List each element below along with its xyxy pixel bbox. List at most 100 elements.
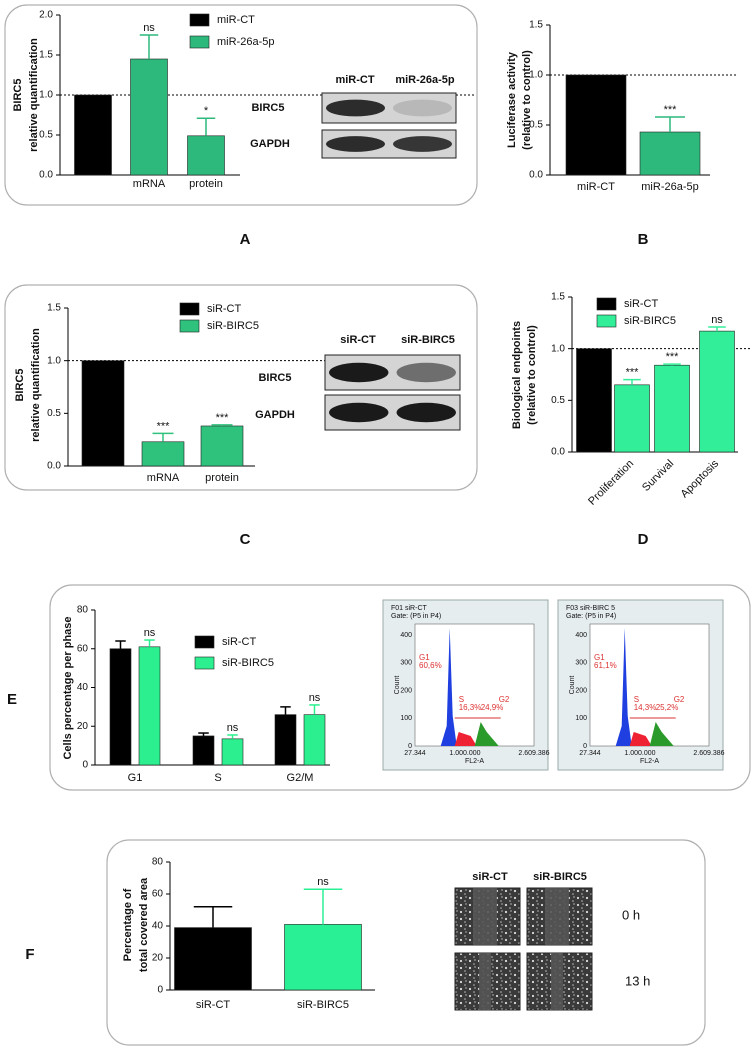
flow-gate-label: 61,1% — [594, 661, 617, 670]
flow-gate-label: 25,2% — [656, 703, 679, 712]
x-tick-label: S — [214, 772, 221, 784]
y-tick-label: 0.0 — [39, 170, 53, 181]
legend-label: siR-CT — [207, 303, 241, 315]
y-tick-label: 2.0 — [39, 10, 53, 21]
flow-x-tick: 1.000.000 — [449, 750, 480, 757]
image-row-label: 13 h — [625, 973, 650, 988]
bar — [200, 425, 244, 467]
x-tick-label: Survival — [640, 458, 676, 494]
flow-g1-peak — [440, 628, 457, 746]
flow-x-tick: 27.344 — [404, 750, 426, 757]
y-axis-label: relative quantification — [30, 328, 42, 442]
y-axis-label: Percentage of — [122, 888, 134, 961]
y-tick-label: 1.5 — [39, 50, 53, 61]
significance-label: ns — [711, 314, 723, 326]
flow-plot — [414, 623, 535, 747]
flow-y-tick: 300 — [400, 660, 412, 667]
blot-band — [326, 136, 385, 152]
y-tick-label: 80 — [77, 605, 89, 616]
significance-label: ns — [143, 22, 155, 34]
flow-y-tick: 400 — [400, 632, 412, 639]
legend-label: siR-CT — [624, 298, 658, 310]
y-tick-label: 1.5 — [551, 292, 565, 303]
flow-x-tick: 2.609.386 — [518, 750, 549, 757]
flow-title: F01 siR-CT — [391, 605, 428, 612]
y-tick-label: 40 — [152, 921, 164, 932]
y-tick-label: 0 — [82, 760, 88, 771]
scratch-gap — [479, 953, 491, 1010]
flow-s-phase — [454, 732, 477, 746]
image-column-label: siR-CT — [472, 871, 508, 883]
flow-g1-peak — [615, 628, 632, 746]
flow-y-tick: 0 — [408, 743, 412, 750]
panel-frame — [49, 584, 751, 791]
y-axis-label: Cells percentage per phase — [62, 616, 74, 759]
legend-swatch — [596, 314, 617, 328]
flow-y-tick: 100 — [400, 715, 412, 722]
image-row-label: 0 h — [622, 907, 640, 922]
blot-row-label: BIRC5 — [258, 372, 291, 384]
bar — [187, 135, 225, 176]
flow-g2-peak — [474, 722, 499, 746]
y-tick-label: 0.0 — [551, 447, 565, 458]
legend-label: miR-CT — [217, 14, 255, 26]
legend-swatch — [179, 302, 200, 316]
x-tick-label: siR-CT — [196, 999, 230, 1011]
significance-label: *** — [157, 420, 171, 432]
panel-letter: E — [7, 691, 17, 708]
x-tick-label: Proliferation — [586, 458, 636, 508]
significance-label: ns — [144, 627, 156, 639]
y-tick-label: 1.5 — [47, 303, 61, 314]
significance-label: ns — [227, 722, 239, 734]
flow-y-tick: 200 — [575, 687, 587, 694]
flow-x-label: FL2-A — [465, 758, 484, 765]
x-tick-label: protein — [189, 178, 223, 190]
significance-label: *** — [664, 104, 678, 116]
legend-swatch — [194, 635, 215, 649]
significance-label: *** — [216, 412, 230, 424]
blot-band — [393, 99, 452, 117]
y-tick-label: 60 — [152, 889, 164, 900]
y-tick-label: 80 — [152, 857, 164, 868]
legend-swatch — [194, 656, 215, 670]
panel-frame — [106, 839, 706, 1046]
blot-row-label: GAPDH — [255, 409, 295, 421]
scratch-gap — [473, 888, 497, 945]
y-tick-label: 0.5 — [529, 120, 543, 131]
y-tick-label: 60 — [77, 643, 89, 654]
panel-letter: B — [638, 231, 649, 248]
bar — [221, 738, 244, 766]
scratch-gap — [551, 953, 563, 1010]
bar — [614, 384, 650, 453]
legend-label: miR-26a-5p — [217, 36, 274, 48]
y-tick-label: 0.5 — [47, 408, 61, 419]
bar — [654, 364, 690, 453]
flow-y-label: Count — [569, 676, 576, 695]
image-column-label: siR-BIRC5 — [533, 871, 587, 883]
flow-y-tick: 400 — [575, 632, 587, 639]
y-tick-label: 1.0 — [551, 343, 565, 354]
flow-y-tick: 300 — [575, 660, 587, 667]
bar — [565, 74, 627, 176]
bar — [174, 927, 252, 991]
y-tick-label: 40 — [77, 682, 89, 693]
blot-lane-label: siR-CT — [340, 334, 376, 346]
y-axis-label: (relative to control) — [526, 325, 538, 425]
blot-band — [329, 362, 389, 383]
blot-row-label: GAPDH — [250, 138, 290, 150]
y-axis-label: Biological endpoints — [511, 321, 523, 429]
scratch-gap — [545, 888, 569, 945]
x-tick-label: Apoptosis — [679, 457, 722, 500]
y-tick-label: 1.0 — [529, 70, 543, 81]
y-tick-label: 1.0 — [39, 90, 53, 101]
bar — [699, 330, 735, 453]
y-tick-label: 0.5 — [39, 130, 53, 141]
x-tick-label: miR-26a-5p — [641, 181, 698, 193]
x-tick-label: G2/M — [287, 772, 314, 784]
flow-x-tick: 1.000.000 — [624, 750, 655, 757]
legend-label: siR-BIRC5 — [207, 320, 259, 332]
legend-swatch — [179, 319, 200, 333]
bar — [130, 58, 168, 176]
x-tick-label: protein — [205, 472, 239, 484]
